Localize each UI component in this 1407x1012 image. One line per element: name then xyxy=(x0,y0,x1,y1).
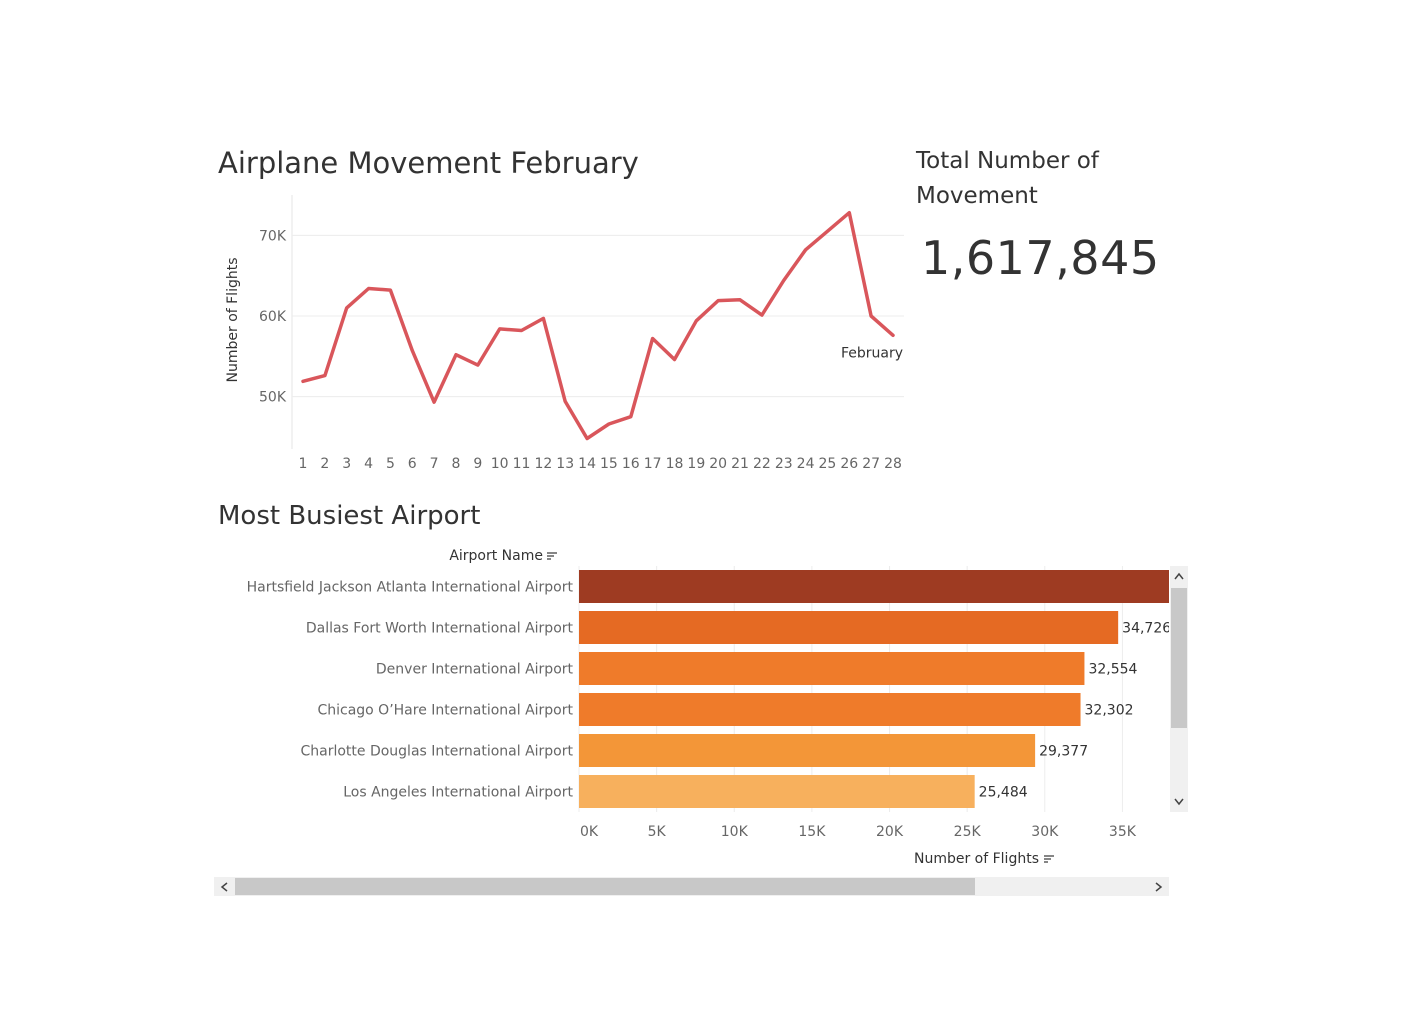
x-tick-label: 14 xyxy=(578,456,596,472)
x-tick-label: 10K xyxy=(721,824,749,840)
column-header: Airport Name xyxy=(449,548,543,564)
series-label: February xyxy=(841,345,903,361)
y-tick-label: 60K xyxy=(259,309,287,325)
x-tick-label: 20K xyxy=(876,824,904,840)
horizontal-scroll-thumb[interactable] xyxy=(235,878,975,895)
x-tick-label: 19 xyxy=(687,456,705,472)
bar xyxy=(579,570,1169,603)
x-axis-title: Number of Flights xyxy=(914,851,1039,867)
category-label: Dallas Fort Worth International Airport xyxy=(306,621,574,637)
x-tick-label: 6 xyxy=(408,456,417,472)
x-tick-label: 16 xyxy=(622,456,640,472)
bar xyxy=(579,775,975,808)
kpi-title: Total Number of Movement xyxy=(916,148,1099,209)
bar xyxy=(579,611,1119,644)
x-tick-label: 13 xyxy=(556,456,574,472)
x-tick-label: 23 xyxy=(775,456,793,472)
x-tick-label: 17 xyxy=(644,456,662,472)
value-label: 25,484 xyxy=(979,785,1028,801)
x-tick-label: 25K xyxy=(954,824,982,840)
x-tick-label: 12 xyxy=(534,456,552,472)
chevron-left-icon[interactable] xyxy=(214,877,234,896)
x-tick-label: 11 xyxy=(513,456,531,472)
x-tick-label: 9 xyxy=(473,456,482,472)
chevron-up-icon[interactable] xyxy=(1170,566,1188,586)
vertical-scroll-thumb[interactable] xyxy=(1171,588,1187,728)
x-tick-label: 5 xyxy=(386,456,395,472)
chevron-down-icon[interactable] xyxy=(1170,792,1188,812)
x-tick-label: 3 xyxy=(342,456,351,472)
x-tick-label: 2 xyxy=(320,456,329,472)
y-tick-label: 70K xyxy=(259,228,287,244)
category-label: Hartsfield Jackson Atlanta International… xyxy=(247,580,574,596)
x-tick-label: 1 xyxy=(299,456,308,472)
bar-chart: 0K 5K 10K 15K 20K 25K 30K 35K Airport Name Hartsf… xyxy=(247,548,1171,867)
bar xyxy=(579,734,1036,767)
category-label: Los Angeles International Airport xyxy=(343,785,573,801)
category-label: Chicago O’Hare International Airport xyxy=(317,703,573,719)
x-tick-label: 28 xyxy=(884,456,902,472)
value-label: 34,726 xyxy=(1122,621,1171,637)
x-tick-label: 35K xyxy=(1109,824,1137,840)
value-label: 32,554 xyxy=(1088,662,1137,678)
x-tick-label: 18 xyxy=(666,456,684,472)
category-label: Charlotte Douglas International Airport xyxy=(300,744,573,760)
x-tick-label: 20 xyxy=(709,456,727,472)
x-tick-label: 7 xyxy=(430,456,439,472)
line-chart-title: Airplane Movement February xyxy=(218,146,639,180)
y-axis-title: Number of Flights xyxy=(225,257,241,382)
x-tick-label: 27 xyxy=(862,456,880,472)
x-tick-label: 22 xyxy=(753,456,771,472)
kpi-value: 1,617,845 xyxy=(921,231,1160,285)
bar xyxy=(579,693,1081,726)
x-tick-label: 0K xyxy=(580,824,599,840)
x-tick-label: 10 xyxy=(491,456,509,472)
y-tick-label: 50K xyxy=(259,390,287,406)
x-tick-label: 30K xyxy=(1031,824,1059,840)
x-tick-label: 4 xyxy=(364,456,373,472)
x-tick-label: 26 xyxy=(840,456,858,472)
sort-icon xyxy=(547,552,557,560)
sort-icon xyxy=(1044,855,1054,863)
x-tick-label: 15 xyxy=(600,456,618,472)
x-tick-label: 8 xyxy=(452,456,461,472)
x-tick-label: 24 xyxy=(797,456,815,472)
chevron-right-icon[interactable] xyxy=(1149,877,1169,896)
x-tick-label: 25 xyxy=(819,456,837,472)
x-tick-label: 21 xyxy=(731,456,749,472)
horizontal-scrollbar[interactable] xyxy=(214,877,1169,896)
vertical-scrollbar[interactable] xyxy=(1170,566,1188,812)
value-label: 29,377 xyxy=(1039,744,1088,760)
x-tick-label: 15K xyxy=(798,824,826,840)
bar xyxy=(579,652,1085,685)
x-tick-label: 5K xyxy=(648,824,667,840)
value-label: 32,302 xyxy=(1085,703,1134,719)
category-label: Denver International Airport xyxy=(376,662,574,678)
bar-chart-title: Most Busiest Airport xyxy=(218,501,481,531)
series-line xyxy=(301,210,895,441)
